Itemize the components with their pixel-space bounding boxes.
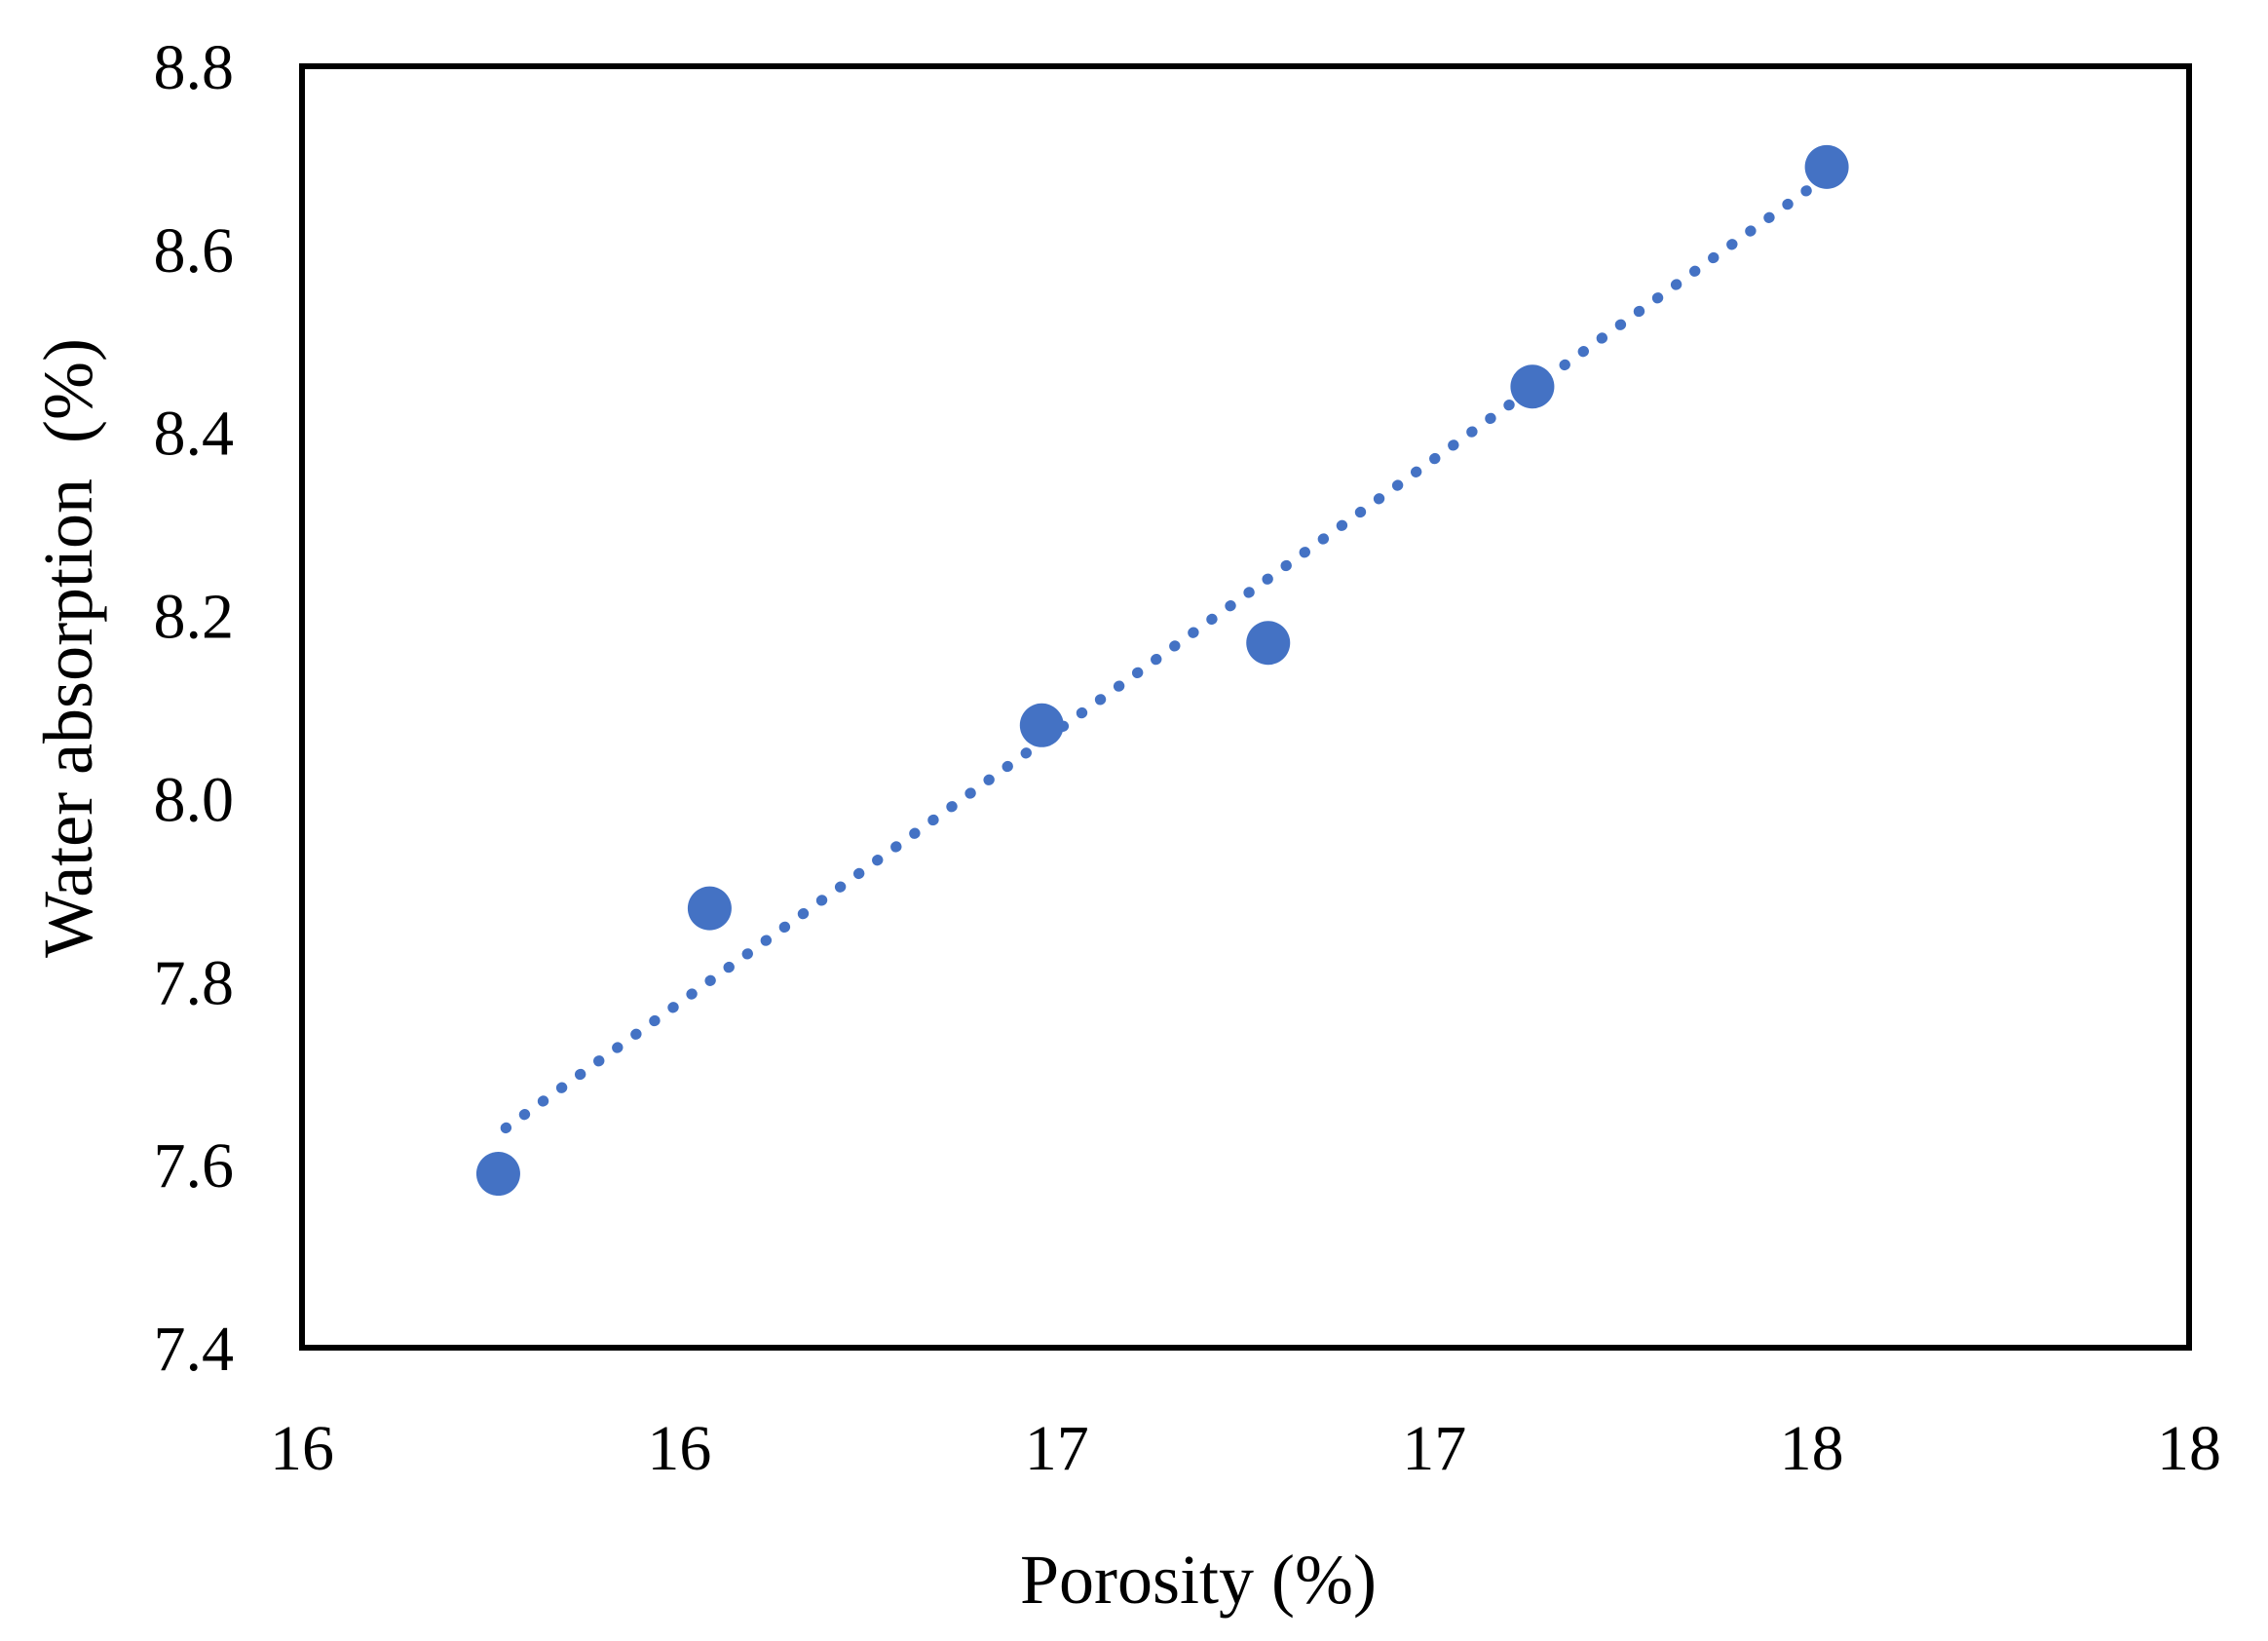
data-point: [475, 1152, 520, 1197]
trendline: [500, 171, 1833, 1134]
y-tick-label: 7.6: [154, 1130, 235, 1202]
y-tick-label: 8.0: [154, 764, 235, 835]
x-tick-label: 16: [647, 1413, 711, 1484]
y-tick-label: 7.8: [154, 947, 235, 1018]
x-tick-label: 17: [1402, 1413, 1466, 1484]
y-tick-label: 8.4: [154, 399, 235, 470]
x-axis-title: Porosity (%): [1020, 1541, 1377, 1619]
x-tick-label: 16: [270, 1413, 334, 1484]
x-tick-label: 18: [1780, 1413, 1844, 1484]
data-point: [1804, 144, 1849, 189]
data-point: [1019, 703, 1064, 747]
data-point: [687, 886, 732, 931]
x-tick-label: 18: [2157, 1413, 2221, 1484]
y-tick-label: 8.2: [154, 582, 235, 653]
y-tick-label: 8.6: [154, 215, 235, 286]
y-axis-title: Water absorption (%): [29, 338, 107, 958]
y-tick-label: 8.8: [154, 32, 235, 103]
y-tick-label: 7.4: [154, 1314, 235, 1385]
data-point: [1510, 364, 1555, 409]
plot-border: [299, 63, 2192, 1351]
data-point: [1246, 621, 1291, 666]
x-tick-label: 17: [1025, 1413, 1089, 1484]
